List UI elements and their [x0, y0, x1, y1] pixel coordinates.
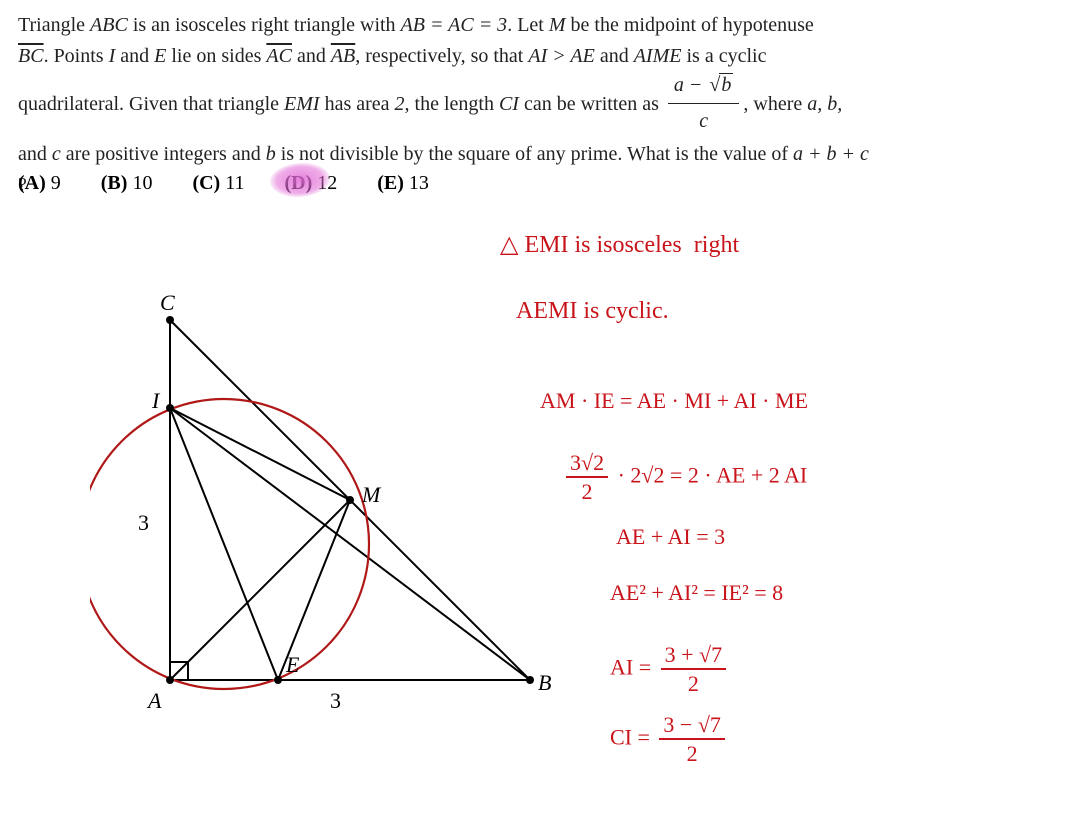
point-a: [166, 676, 174, 684]
seg-ab: AB: [331, 45, 355, 67]
frac-num: a − b: [668, 70, 739, 104]
ci: CI: [499, 93, 519, 115]
txt: . Let: [507, 14, 549, 36]
txt: and: [292, 45, 331, 67]
hand-line-3: AM · IE = AE · MI + AI · ME: [540, 388, 808, 413]
answer-choices: (A) 9 (B) 10 (C) 11 (D) 12 (E) 13: [18, 172, 429, 195]
hand-line-2: AEMI is cyclic.: [516, 298, 669, 326]
txt: has area: [320, 93, 395, 115]
txt: quadrilateral. Given that triangle: [18, 93, 284, 115]
txt: is an isosceles right triangle with: [128, 14, 401, 36]
ineq: AI > AE: [528, 45, 594, 67]
point-i: [166, 404, 174, 412]
eq: AB = AC = 3: [401, 14, 508, 36]
label-m: M: [362, 482, 380, 508]
area: 2: [395, 93, 405, 115]
hand-line-1: △ EMI is isosceles right: [500, 232, 739, 260]
label-e: E: [286, 652, 299, 678]
vars: a, b,: [807, 93, 842, 115]
circumscribed-circle: [90, 399, 369, 689]
hand-line-7: AI = 3 + √72: [610, 642, 730, 697]
label-a: A: [148, 688, 161, 714]
txt: , respectively, so that: [355, 45, 528, 67]
txt: is a cyclic: [681, 45, 766, 67]
choice-b: (B) 10: [101, 172, 153, 195]
txt: be the midpoint of hypotenuse: [566, 14, 814, 36]
label-three-left: 3: [138, 510, 149, 536]
diagram-svg: [90, 290, 560, 740]
label-three-bottom: 3: [330, 688, 341, 714]
txt: , where: [743, 93, 807, 115]
point-b: [526, 676, 534, 684]
choice-e: (E) 13: [377, 172, 429, 195]
fraction: a − b c: [668, 70, 739, 137]
var-abc: ABC: [90, 14, 128, 36]
seg-ac: AC: [266, 45, 292, 67]
var-m: M: [549, 14, 566, 36]
txt: Triangle: [18, 14, 90, 36]
label-b: B: [538, 670, 551, 696]
txt: can be written as: [519, 93, 664, 115]
hand-line-8: CI = 3 − √72: [610, 712, 729, 767]
hand-line-5: AE + AI = 3: [616, 524, 725, 549]
choice-a: (A) 9: [18, 172, 61, 195]
txt: and: [115, 45, 154, 67]
choice-d: (D) 12: [284, 172, 337, 195]
var-b: b: [266, 143, 276, 165]
hand-line-4: 3√22 · 2√2 = 2 · AE + 2 AI: [562, 450, 807, 505]
point-m: [346, 496, 354, 504]
txt: are positive integers and: [61, 143, 266, 165]
emi: EMI: [284, 93, 320, 115]
var-c: c: [52, 143, 61, 165]
point-e: [274, 676, 282, 684]
txt: . Points: [44, 45, 109, 67]
sum-expr: a + b + c: [793, 143, 869, 165]
point-c: [166, 316, 174, 324]
choice-c: (C) 11: [192, 172, 244, 195]
txt: , the length: [405, 93, 499, 115]
aime: AIME: [634, 45, 682, 67]
label-c: C: [160, 290, 175, 316]
line-am: [170, 500, 350, 680]
txt: and: [595, 45, 634, 67]
line-im: [170, 408, 350, 500]
seg-bc: BC: [18, 45, 44, 67]
frac-den: c: [668, 104, 739, 137]
label-i: I: [152, 388, 159, 414]
hand-line-6: AE² + AI² = IE² = 8: [610, 580, 783, 605]
txt: is not divisible by the square of any pr…: [276, 143, 793, 165]
txt: and: [18, 143, 52, 165]
var-e: E: [154, 45, 166, 67]
txt: lie on sides: [166, 45, 266, 67]
geometry-diagram: C A B M I E 3 3: [90, 290, 560, 740]
